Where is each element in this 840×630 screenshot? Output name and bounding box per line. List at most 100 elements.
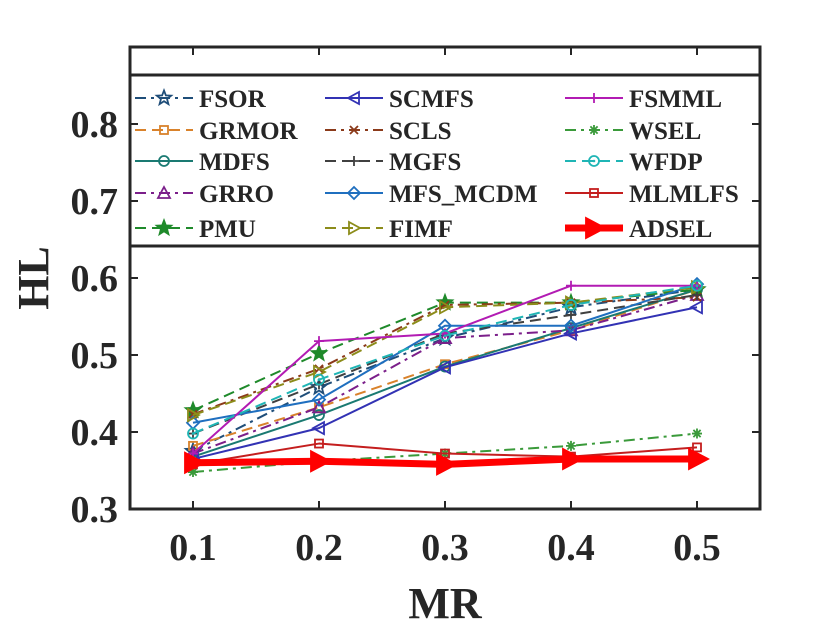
legend-marker [589, 188, 599, 198]
data-point-mdfs [313, 409, 325, 421]
data-point-wsel [188, 467, 198, 478]
legend-item-fsmml: FSMML [565, 86, 722, 113]
legend-marker [588, 155, 600, 167]
series-line-mlmlfs [192, 442, 698, 466]
legend-label: FSOR [199, 86, 267, 113]
legend-item-wfdp: WFDP [565, 149, 703, 176]
data-point-mlmlfs [314, 438, 324, 449]
data-point-pmu [309, 343, 329, 362]
legend-marker [349, 125, 359, 135]
legend-label: MDFS [199, 149, 270, 176]
x-tick-label: 0.4 [547, 527, 595, 569]
legend-label: WFDP [629, 149, 703, 176]
data-point-grro [311, 399, 327, 414]
legend-item-pmu: PMU [135, 216, 256, 243]
data-point-fsmml [314, 336, 324, 347]
legend-item-mdfs: MDFS [135, 149, 270, 176]
legend-item-mgfs: MGFS [325, 149, 461, 176]
y-tick-label: 0.4 [71, 412, 119, 454]
legend-marker [589, 125, 599, 135]
x-axis-label: MR [408, 579, 483, 628]
series-line-fimf [192, 286, 698, 417]
legend-label: MGFS [389, 149, 461, 176]
data-point-scmfs [437, 359, 451, 375]
legend-box [128, 73, 762, 248]
legend-item-mlmlfs: MLMLFS [565, 181, 739, 208]
legend-marker [158, 155, 170, 167]
y-axis-label: HL [9, 246, 58, 310]
y-tick-label: 0.6 [71, 258, 119, 300]
series-line-wfdp [192, 284, 698, 435]
data-point-scmfs [689, 299, 703, 315]
legend-item-scls: SCLS [325, 118, 452, 145]
series-line-mgfs [192, 293, 698, 435]
series-layer [183, 276, 710, 478]
legend-marker [156, 185, 172, 199]
legend-marker [154, 87, 174, 107]
data-point-wfdp [313, 373, 325, 386]
legend-marker [589, 93, 599, 103]
axes: 0.1 0.2 0.3 0.4 0.5 0.3 0.4 0.5 0.6 0.7 0.8 [71, 47, 760, 569]
legend-label: FSMML [629, 86, 722, 113]
legend-label: SCLS [389, 118, 452, 145]
data-point-mfs-mcdm [311, 392, 327, 407]
data-point-adsel [436, 452, 458, 476]
legend-marker [349, 156, 359, 166]
data-point-wfdp [565, 299, 577, 311]
data-point-wsel [566, 440, 576, 451]
data-point-grro [437, 330, 453, 344]
x-tick-label: 0.5 [673, 527, 721, 569]
data-point-adsel [184, 451, 206, 475]
data-point-mlmlfs [692, 442, 702, 453]
data-point-wfdp [439, 329, 451, 342]
y-tick-label: 0.8 [71, 104, 119, 146]
legend-marker [585, 216, 607, 240]
legend-label: MLMLFS [629, 181, 739, 208]
series-line-mfs-mcdm [192, 283, 698, 424]
legend-label: GRMOR [199, 118, 299, 145]
legend-item-wsel: WSEL [565, 118, 701, 145]
legend-label: SCMFS [389, 86, 474, 113]
series-wfdp [187, 279, 703, 440]
legend-marker [346, 90, 360, 106]
data-point-mgfs [692, 289, 702, 300]
series-line-scls [192, 296, 698, 416]
series-line-fsor [192, 288, 698, 453]
legend-marker [346, 185, 362, 201]
legend-marker [154, 217, 174, 237]
y-tick-label: 0.3 [71, 489, 119, 531]
data-point-adsel [310, 449, 332, 473]
legend: FSOR GRMOR MDFS GRRO PMU SCMFS SCLS MGFS MFS_MCD… [128, 73, 762, 248]
y-tick-label: 0.5 [71, 335, 119, 377]
legend-item-mfs-mcdm: MFS_MCDM [325, 181, 538, 208]
data-point-fimf [439, 299, 453, 315]
legend-label: FIMF [389, 216, 453, 243]
data-point-fsor [309, 377, 329, 396]
data-point-wfdp [691, 279, 703, 292]
data-point-adsel [688, 447, 710, 471]
legend-label: PMU [199, 216, 256, 243]
data-point-adsel [562, 447, 584, 471]
legend-marker [348, 220, 362, 236]
x-tick-label: 0.1 [169, 527, 217, 569]
legend-marker [159, 125, 169, 135]
x-tick-label: 0.3 [421, 527, 469, 569]
legend-label: ADSEL [629, 216, 712, 243]
data-point-wsel [692, 428, 702, 439]
data-point-wfdp [187, 427, 199, 440]
legend-label: MFS_MCDM [389, 181, 538, 208]
data-point-mgfs [566, 309, 576, 320]
data-point-scmfs [311, 420, 325, 436]
data-point-mfs-mcdm [563, 318, 579, 334]
legend-item-fsor: FSOR [135, 86, 267, 113]
legend-item-scmfs: SCMFS [325, 86, 474, 113]
legend-item-fimf: FIMF [325, 216, 453, 243]
data-point-fimf [187, 407, 201, 423]
legend-item-grmor: GRMOR [135, 118, 299, 145]
legend-label: GRRO [199, 181, 274, 208]
series-pmu [183, 279, 707, 419]
series-line-grro [192, 293, 698, 455]
series-line-scmfs [192, 306, 698, 460]
legend-item-adsel: ADSEL [565, 216, 712, 243]
